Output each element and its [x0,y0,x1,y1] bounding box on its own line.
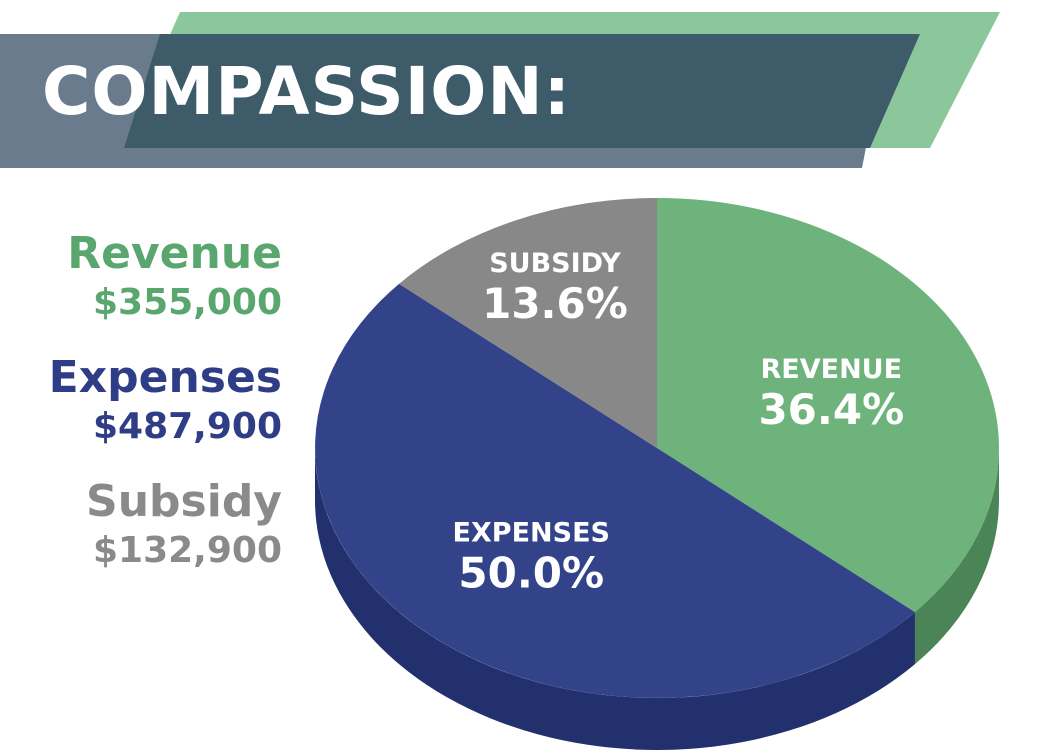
legend-expenses-name: Expenses [48,352,282,403]
pie-slice-revenue [657,198,999,613]
banner-main-bar [124,34,920,148]
pie-side-walls [315,448,999,750]
page-title: COMPASSION: [42,53,572,130]
pie-label-revenue: REVENUE [761,354,903,385]
legend-expenses-amount: $487,900 [92,406,282,447]
legend-item-expenses: Expenses $487,900 [2,352,282,450]
pie-label-expenses: EXPENSES [453,518,610,549]
pie-side-expenses [315,448,915,750]
legend-subsidy-name: Subsidy [86,476,282,527]
legend-subsidy-amount: $132,900 [92,530,282,571]
pie-label-subsidy: SUBSIDY [489,248,621,279]
title-banner [0,12,1000,168]
pie-slice-subsidy [399,198,657,448]
legend-item-revenue: Revenue $355,000 [2,228,282,326]
legend-revenue-amount: $355,000 [92,282,282,323]
pie-slice-expenses [315,283,915,698]
pie-value-expenses: 50.0% [458,549,604,598]
pie-side-revenue [914,448,999,665]
pie-value-revenue: 36.4% [758,385,904,434]
legend-item-subsidy: Subsidy $132,900 [2,476,282,574]
legend-revenue-name: Revenue [67,228,282,279]
amount-legend: Revenue $355,000 Expenses $487,900 Subsi… [2,228,282,600]
pie-value-subsidy: 13.6% [482,279,628,328]
pie-top-faces [315,198,999,698]
